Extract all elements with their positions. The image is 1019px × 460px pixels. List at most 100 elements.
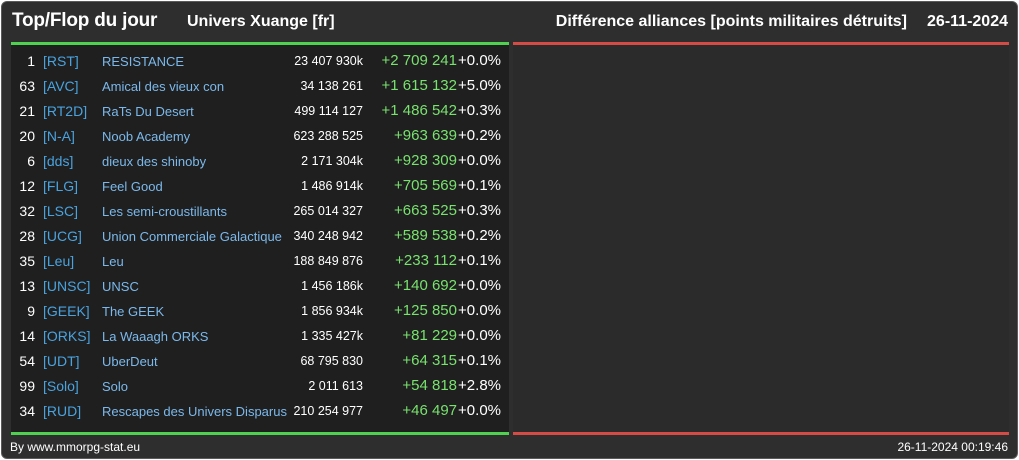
alliance-name[interactable]: Amical des vieux con [102,79,225,94]
rank: 35 [19,253,35,269]
difference: +589 538 [394,227,457,244]
alliance-name[interactable]: Feel Good [102,179,163,194]
percentage: +0.0% [458,152,501,169]
points: 2 011 613 [308,379,363,393]
percentage: +0.0% [458,302,501,319]
ranking-title: Différence alliances [points militaires … [555,13,907,30]
difference: +46 497 [402,402,457,419]
alliance-tag[interactable]: [RT2D] [43,103,88,119]
top-list: 1 [RST] RESISTANCE 23 407 930k +2 709 24… [11,45,509,432]
rank: 54 [19,353,35,369]
rank: 12 [19,178,35,194]
alliance-tag[interactable]: [dds] [43,153,74,169]
alliance-name[interactable]: RESISTANCE [102,54,185,69]
alliance-tag[interactable]: [AVC] [43,78,79,94]
alliance-name[interactable]: Leu [102,254,124,269]
alliance-name[interactable]: Union Commerciale Galactique [102,229,282,244]
rank: 14 [19,328,35,344]
percentage: +0.0% [458,52,501,69]
rank: 99 [19,378,35,394]
site-credit[interactable]: By www.mmorpg-stat.eu [10,440,141,454]
table-row: 34 [RUD] Rescapes des Univers Disparus 2… [11,398,509,423]
alliance-tag[interactable]: [UCG] [43,228,82,244]
table-row: 9 [GEEK] The GEEK 1 856 934k +125 850 +0… [11,298,509,323]
points: 68 795 830 [300,354,363,368]
points: 340 248 942 [293,229,363,243]
top-line [11,42,509,45]
rank: 13 [19,278,35,294]
alliance-tag[interactable]: [RST] [43,53,79,69]
alliance-tag[interactable]: [GEEK] [43,303,90,319]
rank: 6 [27,153,35,169]
rank: 21 [19,103,35,119]
difference: +140 692 [394,277,457,294]
points: 23 407 930k [294,54,363,68]
alliance-name[interactable]: RaTs Du Desert [102,104,194,119]
percentage: +0.1% [458,177,501,194]
table-row: 1 [RST] RESISTANCE 23 407 930k +2 709 24… [11,48,509,73]
points: 210 254 977 [293,404,363,418]
alliance-name[interactable]: dieux des shinoby [102,154,207,169]
points: 1 486 914k [301,179,363,193]
alliance-tag[interactable]: [RUD] [43,403,82,419]
difference: +705 569 [394,177,457,194]
alliance-tag[interactable]: [UNSC] [43,278,91,294]
points: 265 014 327 [293,204,363,218]
points: 2 171 304k [301,154,363,168]
table-row: 14 [ORKS] La Waaagh ORKS 1 335 427k +81 … [11,323,509,348]
table-row: 32 [LSC] Les semi-croustillants 265 014 … [11,198,509,223]
percentage: +0.0% [458,327,501,344]
universe-label: Univers Xuange [fr] [187,13,335,30]
points: 1 856 934k [301,304,363,318]
percentage: +0.1% [458,252,501,269]
points: 34 138 261 [300,79,363,93]
alliance-tag[interactable]: [ORKS] [43,328,91,344]
widget-title: Top/Flop du jour [12,10,158,31]
percentage: +0.0% [458,402,501,419]
flop-list [513,45,1009,432]
alliance-tag[interactable]: [FLG] [43,178,79,194]
difference: +928 309 [394,152,457,169]
alliance-tag[interactable]: [LSC] [43,203,79,219]
table-row: 35 [Leu] Leu 188 849 876 +233 112 +0.1% [11,248,509,273]
alliance-name[interactable]: Solo [102,379,129,394]
difference: +963 639 [394,127,457,144]
rank: 34 [19,403,35,419]
alliance-name[interactable]: The GEEK [102,304,165,319]
points: 1 335 427k [301,329,363,343]
timestamp: 26-11-2024 00:19:46 [897,440,1008,454]
header: Top/Flop du jour Univers Xuange [fr] Dif… [2,2,1017,42]
table-row: 54 [UDT] UberDeut 68 795 830 +64 315 +0.… [11,348,509,373]
difference: +125 850 [394,302,457,319]
alliance-tag[interactable]: [N-A] [43,128,75,144]
alliance-tag[interactable]: [Leu] [43,253,75,269]
percentage: +0.2% [458,127,501,144]
points: 1 456 186k [301,279,363,293]
difference: +233 112 [395,252,457,269]
table-row: 6 [dds] dieux des shinoby 2 171 304k +92… [11,148,509,173]
rank: 1 [27,53,35,69]
alliance-name[interactable]: La Waaagh ORKS [102,329,209,344]
bottom-flop-line [513,432,1009,435]
points: 188 849 876 [293,254,363,268]
alliance-tag[interactable]: [Solo] [43,378,79,394]
alliance-tag[interactable]: [UDT] [43,353,80,369]
difference: +81 229 [402,327,457,344]
percentage: +0.1% [458,352,501,369]
difference: +1 486 542 [381,102,458,119]
date-label: 26-11-2024 [927,13,1008,30]
alliance-name[interactable]: UNSC [102,279,139,294]
percentage: +5.0% [458,77,501,94]
bottom-top-line [11,432,509,435]
percentage: +0.3% [458,102,501,119]
flop-line [513,42,1009,45]
alliance-name[interactable]: UberDeut [102,354,158,369]
percentage: +0.2% [458,227,501,244]
rank: 9 [27,303,35,319]
table-row: 28 [UCG] Union Commerciale Galactique 34… [11,223,509,248]
difference: +663 525 [394,202,457,219]
alliance-name[interactable]: Rescapes des Univers Disparus [102,404,287,419]
alliance-name[interactable]: Noob Academy [102,129,191,144]
alliance-name[interactable]: Les semi-croustillants [102,204,227,219]
